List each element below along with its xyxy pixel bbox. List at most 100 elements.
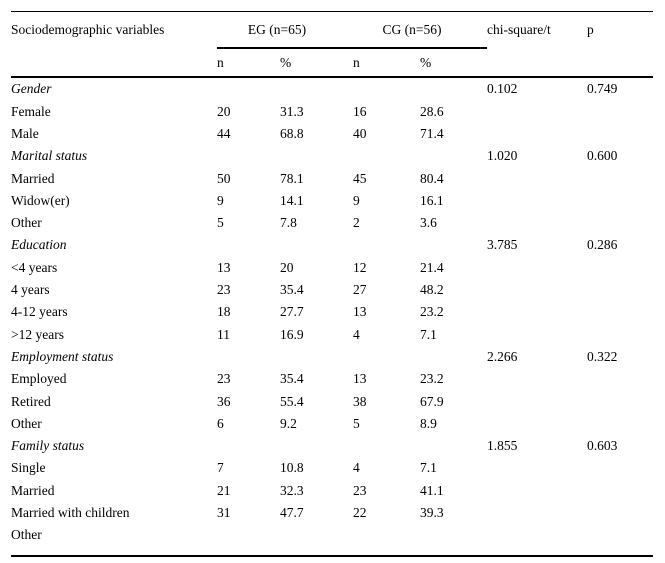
eg-pct-cell: 35.4	[280, 282, 304, 298]
eg-pct-cell	[280, 145, 353, 167]
eg-n-cell	[217, 77, 280, 100]
cg-pct-cell: 23.2	[420, 371, 444, 387]
item-row: Widow(er) 9 14.1 9 16.1	[11, 189, 653, 211]
item-row: Employed 23 35.4 13 23.2	[11, 368, 653, 390]
eg-n-cell: 7	[217, 460, 224, 476]
eg-pct-cell: 14.1	[280, 192, 304, 208]
p-value	[587, 212, 653, 234]
cg-pct-cell: 80.4	[420, 170, 444, 186]
header-row-groups: Sociodemographic variables EG (n=65) CG …	[11, 12, 653, 49]
item-label: Employed	[11, 371, 67, 387]
eg-n-cell: 36	[217, 393, 231, 409]
p-value	[587, 323, 653, 345]
eg-pct-cell	[280, 435, 353, 457]
cg-n-cell: 23	[353, 482, 367, 498]
table-body: Gender 0.102 0.749 Female 20 31.3 16 28.6 Male 44…	[11, 77, 653, 546]
cg-n-cell	[353, 145, 420, 167]
eg-n-cell	[217, 524, 280, 546]
category-label: Education	[11, 237, 67, 253]
eg-pct-cell: 16.9	[280, 326, 304, 342]
cg-pct-cell: 41.1	[420, 482, 444, 498]
cg-n-cell	[353, 524, 420, 546]
p-value	[587, 390, 653, 412]
category-row: Marital status 1.020 0.600	[11, 145, 653, 167]
cg-pct-cell	[420, 346, 487, 368]
p-value: 0.600	[587, 148, 618, 164]
p-value	[587, 502, 653, 524]
p-value	[587, 256, 653, 278]
item-row: Male 44 68.8 40 71.4	[11, 123, 653, 145]
eg-pct-cell: 31.3	[280, 103, 304, 119]
eg-n-cell	[217, 435, 280, 457]
cg-n-cell	[353, 77, 420, 100]
item-label: Widow(er)	[11, 192, 70, 208]
eg-pct-cell	[280, 77, 353, 100]
item-row: Female 20 31.3 16 28.6	[11, 100, 653, 122]
item-label: Other	[11, 415, 42, 431]
eg-pct-cell: 78.1	[280, 170, 304, 186]
item-row: Married 50 78.1 45 80.4	[11, 167, 653, 189]
chi-square-value	[487, 123, 587, 145]
p-value	[587, 167, 653, 189]
cg-pct-cell: 39.3	[420, 505, 444, 521]
cg-pct-cell: 7.1	[420, 460, 437, 476]
eg-pct-cell: 20	[280, 259, 294, 275]
eg-pct-cell: 7.8	[280, 215, 297, 231]
p-value: 0.286	[587, 237, 618, 253]
item-label: Female	[11, 103, 51, 119]
category-label: Gender	[11, 81, 52, 97]
cg-n-cell	[353, 435, 420, 457]
cg-pct-cell	[420, 145, 487, 167]
eg-n-cell: 23	[217, 371, 231, 387]
p-value: 0.749	[587, 81, 618, 97]
cg-pct-cell: 48.2	[420, 282, 444, 298]
cg-pct-cell: 7.1	[420, 326, 437, 342]
category-label: Marital status	[11, 148, 88, 164]
item-row: 4-12 years 18 27.7 13 23.2	[11, 301, 653, 323]
cg-n-cell: 12	[353, 259, 367, 275]
item-label: 4 years	[11, 282, 50, 298]
eg-n-subheader: n	[217, 48, 280, 78]
item-row: Other 5 7.8 2 3.6	[11, 212, 653, 234]
category-row: Employment status 2.266 0.322	[11, 346, 653, 368]
chi-square-value: 2.266	[487, 348, 518, 364]
cg-n-cell: 22	[353, 505, 367, 521]
chi-square-value	[487, 100, 587, 122]
header-row-subcolumns: n % n %	[11, 48, 654, 78]
p-value	[587, 368, 653, 390]
cg-pct-cell: 71.4	[420, 125, 444, 141]
cg-n-cell: 4	[353, 460, 360, 476]
chi-square-value	[487, 457, 587, 479]
eg-n-cell	[217, 145, 280, 167]
chi-square-value: 3.785	[487, 237, 518, 253]
item-label: Male	[11, 125, 39, 141]
chi-square-column-header: chi-square/t	[487, 22, 551, 38]
cg-n-cell: 9	[353, 192, 360, 208]
p-value	[587, 100, 653, 122]
item-row: 4 years 23 35.4 27 48.2	[11, 279, 653, 301]
eg-n-cell: 13	[217, 259, 231, 275]
eg-pct-cell: 35.4	[280, 371, 304, 387]
item-label: Married	[11, 170, 55, 186]
eg-pct-cell: 47.7	[280, 505, 304, 521]
eg-n-cell: 31	[217, 505, 231, 521]
p-value	[587, 412, 653, 434]
empty-subheader	[487, 48, 588, 78]
cg-pct-cell: 23.2	[420, 304, 444, 320]
p-value	[587, 301, 653, 323]
eg-pct-cell: 9.2	[280, 415, 297, 431]
p-value	[587, 189, 653, 211]
item-row: Other	[11, 524, 653, 546]
chi-square-value	[487, 279, 587, 301]
eg-pct-cell: 68.8	[280, 125, 304, 141]
cg-pct-cell: 3.6	[420, 215, 437, 231]
cg-pct-cell	[420, 77, 487, 100]
item-label: Married with children	[11, 505, 130, 521]
cg-n-cell: 2	[353, 215, 360, 231]
cg-pct-cell: 8.9	[420, 415, 437, 431]
chi-square-value	[487, 256, 587, 278]
cg-n-cell	[353, 346, 420, 368]
p-value: 0.322	[587, 348, 618, 364]
item-row: Married 21 32.3 23 41.1	[11, 479, 653, 501]
eg-n-cell: 44	[217, 125, 231, 141]
